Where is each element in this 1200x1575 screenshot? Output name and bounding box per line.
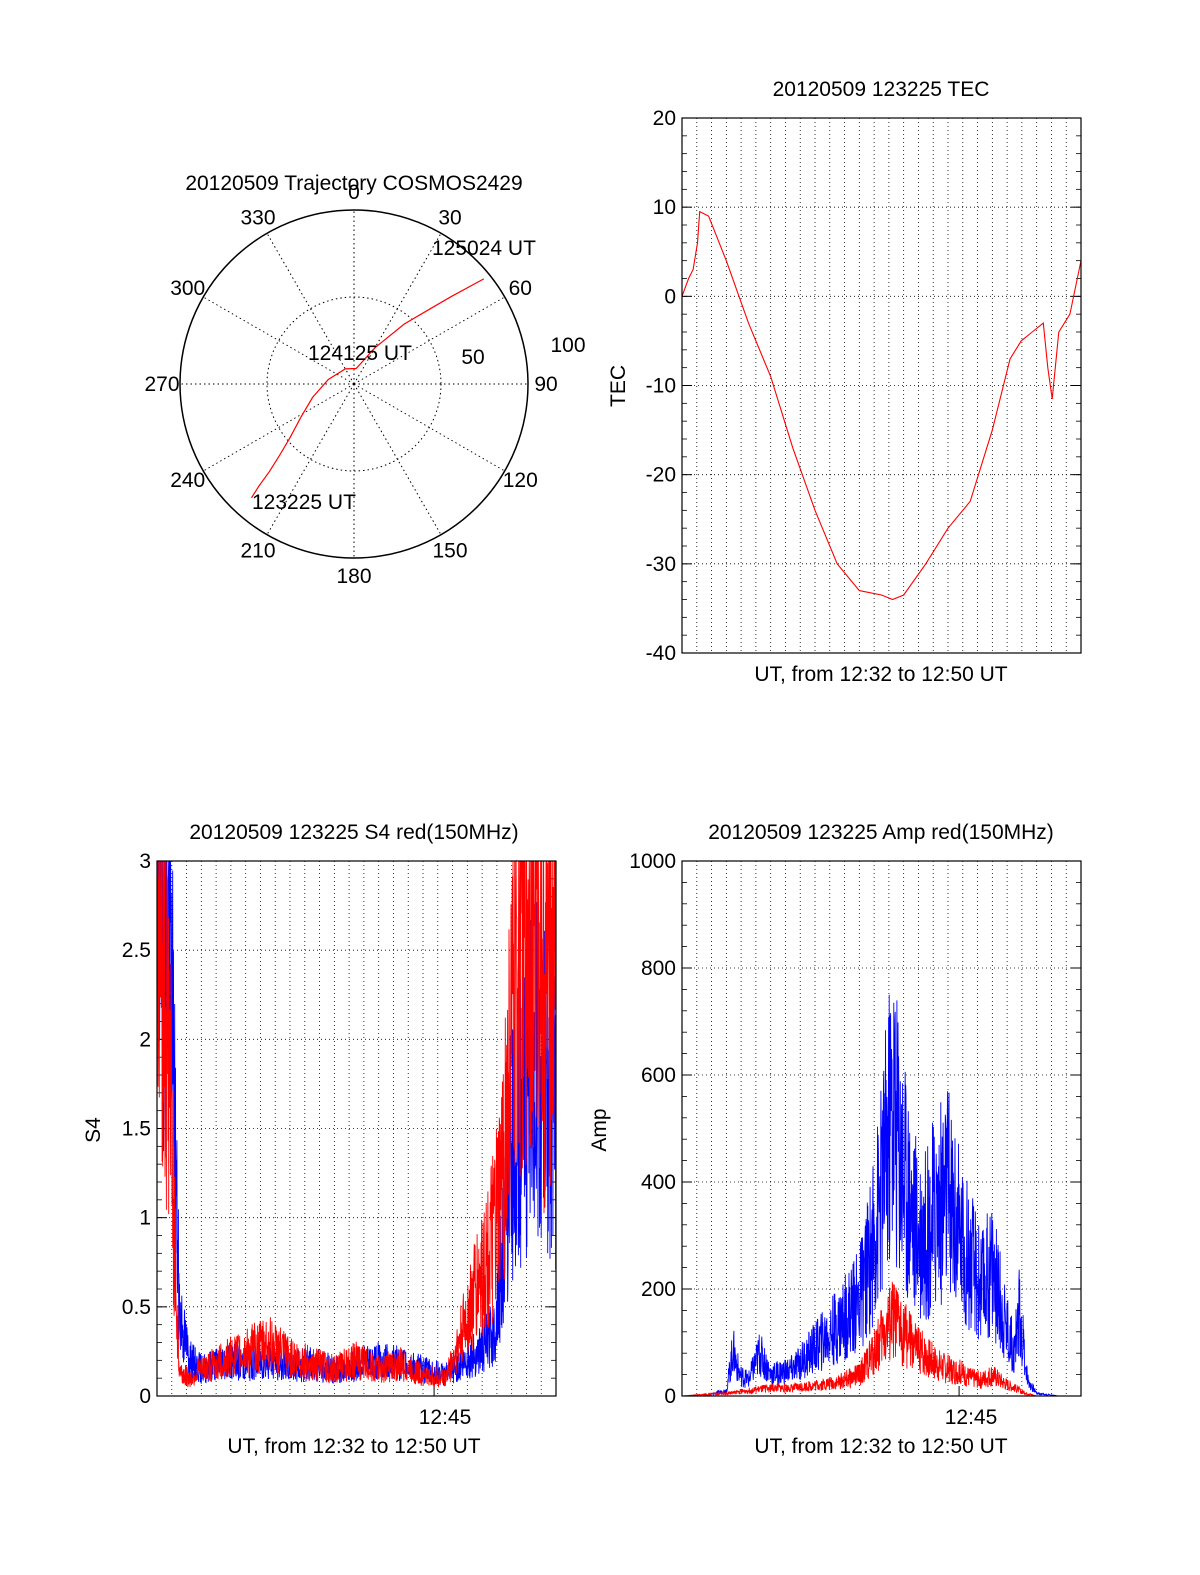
amp-title: 20120509 123225 Amp red(150MHz) (708, 821, 1054, 844)
polar-ring-label-100: 100 (550, 334, 585, 357)
polar-spoke-330 (266, 233, 355, 385)
amp-ytick-label: 200 (641, 1278, 676, 1301)
tec-ytick-label: -30 (646, 553, 676, 576)
amp-plot-frame (681, 860, 1082, 1397)
amp-ytick-label: 600 (641, 1064, 676, 1087)
polar-spoke-240 (203, 383, 355, 472)
polar-azimuth-label-120: 120 (503, 469, 538, 492)
polar-spoke-30 (353, 233, 442, 385)
tec-y-tick-labels: 20 10 0 -10 -20 -30 -40 (646, 107, 676, 665)
polar-azimuth-label-150: 150 (432, 539, 467, 562)
s4-ytick-label: 2 (139, 1028, 151, 1051)
polar-spoke-60 (353, 296, 505, 385)
amp-x-tick-label: 12:45 (945, 1406, 998, 1429)
polar-azimuth-label-240: 240 (170, 469, 205, 492)
s4-x-tick-label: 12:45 (419, 1406, 472, 1429)
polar-trajectory-line (250, 278, 485, 499)
s4-panel: 20120509 123225 S4 red(150MHz) 3 2.5 2 1.5 1… (82, 821, 557, 1458)
s4-series-1-line (156, 859, 557, 1388)
polar-spoke-150 (353, 383, 442, 535)
s4-ytick-label: 3 (139, 850, 151, 873)
tec-ytick-label: 20 (653, 107, 676, 130)
tec-panel: 20120509 123225 TEC 20 10 0 -10 -20 -30 -40 UT… (607, 78, 1082, 686)
tec-grid (682, 117, 1081, 654)
amp-y-tick-labels: 1000 800 600 400 200 0 (629, 850, 676, 1408)
trajectory-mid-label: 124125 UT (308, 342, 412, 365)
polar-ring-label-50: 50 (461, 346, 484, 369)
polar-azimuth-label-210: 210 (240, 539, 275, 562)
amp-series-0-line (682, 994, 1081, 1397)
tec-xlabel: UT, from 12:32 to 12:50 UT (754, 663, 1007, 686)
amp-ytick-label: 400 (641, 1171, 676, 1194)
s4-plot-frame (156, 860, 557, 1397)
polar-azimuth-label-330: 330 (240, 207, 275, 230)
polar-spoke-300 (203, 296, 355, 385)
polar-azimuth-label-30: 30 (438, 207, 461, 230)
tec-plot-frame (681, 117, 1082, 654)
s4-y-tick-labels: 3 2.5 2 1.5 1 0.5 0 (122, 850, 151, 1408)
amp-ylabel: Amp (588, 1108, 611, 1151)
s4-ylabel: S4 (82, 1117, 105, 1143)
s4-xlabel: UT, from 12:32 to 12:50 UT (227, 1435, 480, 1458)
tec-series-group (681, 210, 1082, 601)
s4-ytick-label: 0.5 (122, 1296, 151, 1319)
amp-series-1-line (682, 1281, 1081, 1397)
amp-ytick-label: 1000 (629, 850, 676, 873)
polar-azimuth-label-300: 300 (170, 277, 205, 300)
amp-xlabel: UT, from 12:32 to 12:50 UT (754, 1435, 1007, 1458)
tec-series-0-line (681, 210, 1082, 601)
polar-grid (179, 209, 529, 559)
polar-title: 20120509 Trajectory COSMOS2429 (185, 172, 522, 195)
tec-ylabel: TEC (607, 365, 630, 407)
s4-series-0-line (157, 860, 557, 1386)
polar-panel: 20120509 Trajectory COSMOS2429 0 30 60 90 12… (144, 172, 585, 588)
polar-azimuth-label-60: 60 (509, 277, 532, 300)
tec-ytick-label: 10 (653, 196, 676, 219)
trajectory-end-label: 125024 UT (432, 237, 536, 260)
polar-spoke-210 (266, 383, 355, 535)
polar-azimuth-label-270: 270 (144, 373, 179, 396)
tec-ytick-label: -40 (646, 642, 676, 665)
s4-series-group (156, 859, 557, 1388)
s4-ytick-label: 0 (139, 1385, 151, 1408)
amp-ytick-label: 800 (641, 957, 676, 980)
amp-series-group (682, 994, 1081, 1397)
tec-ytick-label: 0 (664, 285, 676, 308)
trajectory-start-label: 123225 UT (252, 491, 356, 514)
s4-ytick-label: 1 (139, 1207, 151, 1230)
amp-panel: 20120509 123225 Amp red(150MHz) 1000 800 6… (588, 821, 1082, 1458)
s4-title: 20120509 123225 S4 red(150MHz) (189, 821, 518, 844)
polar-azimuth-label-180: 180 (336, 565, 371, 588)
polar-azimuth-label-0: 0 (348, 181, 360, 204)
polar-azimuth-label-90: 90 (534, 373, 557, 396)
tec-ytick-label: -20 (646, 464, 676, 487)
tec-title: 20120509 123225 TEC (773, 78, 990, 101)
polar-outer-ring (179, 209, 529, 559)
s4-ytick-label: 2.5 (122, 939, 151, 962)
amp-ytick-label: 0 (664, 1385, 676, 1408)
tec-ytick-label: -10 (646, 375, 676, 398)
polar-spoke-120 (353, 383, 505, 472)
s4-ytick-label: 1.5 (122, 1118, 151, 1141)
polar-azimuth-labels: 0 30 60 90 120 150 180 210 240 270 300 330 (144, 181, 557, 588)
